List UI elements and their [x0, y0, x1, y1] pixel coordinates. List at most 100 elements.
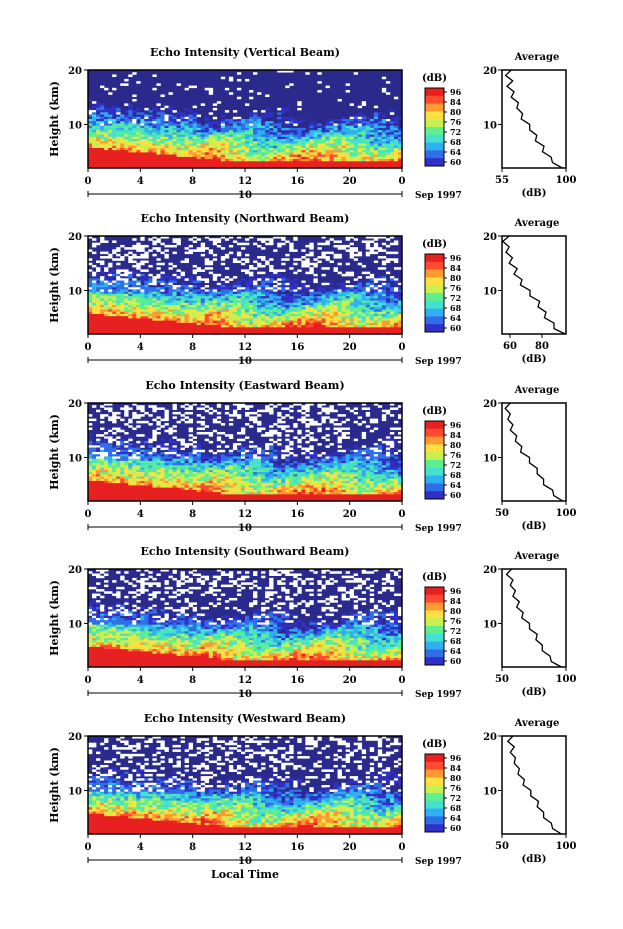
heatmap-cell: [297, 121, 302, 124]
heatmap-cell: [124, 141, 129, 144]
heatmap-cell: [277, 123, 282, 126]
heatmap-cell: [96, 150, 101, 153]
heatmap-cell: [208, 163, 214, 167]
heatmap-cell: [204, 309, 210, 313]
heatmap-cell: [96, 320, 101, 324]
heatmap-cell: [341, 289, 346, 292]
heatmap-cell: [297, 134, 302, 138]
heatmap-cell: [152, 119, 157, 122]
heatmap-cell: [224, 454, 230, 457]
heatmap-cell: [389, 287, 395, 290]
heatmap-cell: [245, 154, 250, 158]
heatmap-cell: [184, 134, 189, 138]
heatmap-cell: [369, 305, 375, 308]
heatmap-cell: [172, 452, 177, 455]
heatmap-cell: [269, 411, 274, 415]
heatmap-cell: [204, 134, 210, 138]
heatmap-cell: [369, 296, 375, 299]
heatmap-cell: [100, 405, 105, 408]
heatmap-cell: [196, 125, 202, 129]
heatmap-cell: [148, 264, 153, 268]
heatmap-cell: [373, 313, 379, 317]
heatmap-cell: [128, 282, 133, 286]
heatmap-cell: [196, 130, 202, 133]
heatmap-cell: [329, 298, 334, 301]
heatmap-cell: [160, 325, 165, 328]
heatmap-cell: [381, 159, 387, 162]
heatmap-cell: [120, 322, 125, 326]
heatmap-cell: [273, 152, 278, 155]
heatmap-cell: [389, 278, 395, 281]
heatmap-cell: [124, 287, 129, 290]
heatmap-cell: [381, 260, 387, 264]
heatmap-cell: [120, 276, 125, 279]
heatmap-cell: [120, 285, 125, 288]
heatmap-cell: [273, 318, 278, 321]
heatmap-cell: [281, 313, 286, 317]
heatmap-cell: [357, 449, 363, 453]
heatmap-cell: [281, 427, 286, 431]
heatmap-cell: [245, 282, 250, 286]
heatmap-cell: [128, 159, 133, 162]
heatmap-cell: [96, 147, 101, 151]
heatmap-cell: [377, 447, 383, 451]
heatmap-cell: [228, 449, 234, 453]
heatmap-cell: [88, 414, 93, 417]
colorbar-tick-label: 72: [450, 293, 461, 303]
heatmap-cell: [208, 309, 214, 313]
heatmap-cell: [212, 130, 218, 133]
heatmap-cell: [160, 273, 165, 277]
heatmap-cell: [381, 163, 387, 167]
heatmap-cell: [172, 416, 177, 419]
heatmap-cell: [353, 125, 359, 129]
heatmap-cell: [305, 296, 310, 299]
heatmap-cell: [116, 273, 121, 277]
heatmap-cell: [333, 309, 338, 313]
heatmap-cell: [349, 287, 354, 290]
heatmap-cell: [152, 454, 157, 457]
heatmap-cell: [112, 143, 117, 147]
heatmap-cell: [261, 311, 266, 315]
x-tick-label: 20: [343, 176, 357, 187]
heatmap-cell: [196, 331, 202, 335]
heatmap-cell: [200, 269, 206, 272]
heatmap-cell: [92, 293, 97, 297]
heatmap-cell: [176, 293, 181, 297]
heatmap-cell: [289, 121, 294, 124]
heatmap-cell: [220, 247, 226, 250]
heatmap-cell: [381, 293, 387, 297]
heatmap-cell: [329, 136, 334, 140]
heatmap-cell: [144, 329, 149, 333]
heatmap-cell: [180, 307, 185, 310]
heatmap-cell: [309, 156, 314, 160]
heatmap-cell: [289, 327, 294, 330]
heatmap-cell: [273, 165, 278, 169]
heatmap-cell: [212, 331, 218, 335]
heatmap-cell: [208, 320, 214, 324]
heatmap-cell: [361, 449, 367, 453]
heatmap-cell: [265, 136, 270, 140]
heatmap-cell: [232, 125, 238, 129]
heatmap-cell: [277, 298, 282, 301]
heatmap-cell: [337, 427, 342, 431]
heatmap-cell: [160, 242, 165, 246]
heatmap-cell: [381, 414, 387, 417]
heatmap-cell: [285, 320, 290, 324]
heatmap-cell: [168, 130, 173, 133]
heatmap-cell: [365, 163, 371, 167]
heatmap-cell: [92, 320, 97, 324]
heatmap-cell: [124, 454, 129, 457]
heatmap-cell: [132, 289, 137, 292]
heatmap-cell: [108, 273, 113, 277]
heatmap-cell: [220, 291, 226, 295]
heatmap-cell: [200, 291, 206, 295]
heatmap-cell: [277, 302, 282, 306]
heatmap-cell: [285, 240, 290, 243]
heatmap-cell: [148, 130, 153, 133]
heatmap-cell: [104, 87, 109, 91]
heatmap-cell: [172, 154, 177, 158]
heatmap-cell: [216, 145, 222, 149]
heatmap-cell: [212, 145, 218, 149]
colorbar-segment: [425, 293, 444, 302]
heatmap-cell: [253, 449, 258, 453]
